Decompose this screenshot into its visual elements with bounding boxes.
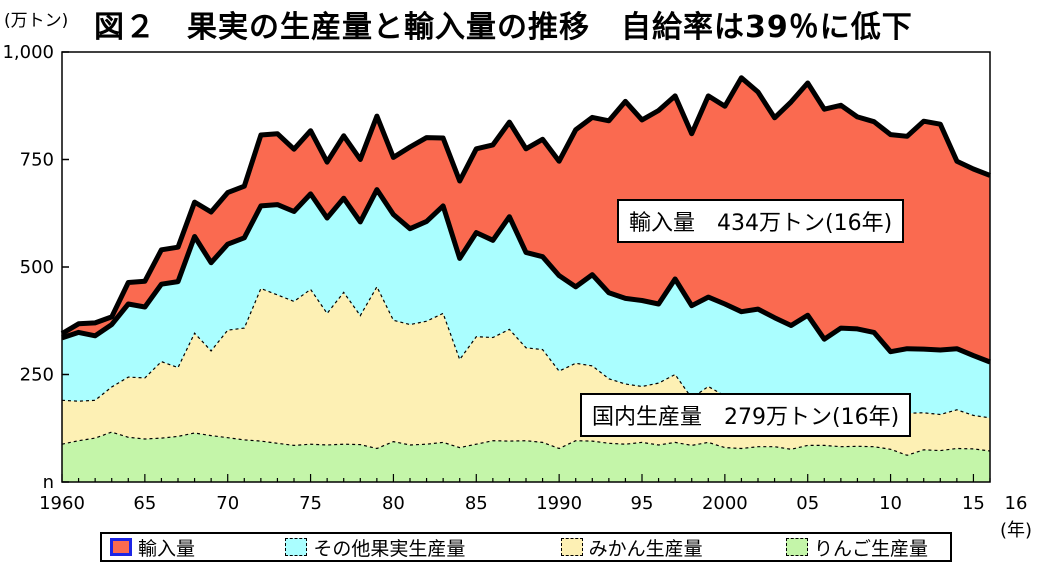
x-axis-unit-label: (年)	[1000, 520, 1032, 541]
boundary-apple-top	[61, 431, 991, 456]
series-boundaries	[60, 75, 991, 456]
legend-label-imports: 輸入量	[138, 537, 196, 560]
y-tick-label: 250	[20, 365, 54, 386]
y-tick-label: 1,000	[2, 42, 54, 63]
legend-item-mikan: みかん生産量	[560, 534, 756, 561]
legend-item-apple: りんご生産量	[785, 534, 928, 561]
x-tick-label: 70	[216, 493, 239, 514]
domestic-callout: 国内生産量 279万トン(16年)	[580, 393, 912, 437]
chart-title: 図２ 果実の生産量と輸入量の推移 自給率は39％に低下	[94, 10, 913, 45]
x-tick-label: 1960	[39, 493, 85, 514]
y-tick-label: 500	[20, 257, 54, 278]
x-tick-label: 15	[962, 493, 985, 514]
area-apple	[62, 432, 990, 482]
x-tick-label: 85	[465, 493, 488, 514]
x-tick-label: 80	[382, 493, 405, 514]
x-tick-label: 75	[299, 493, 322, 514]
y-axis-unit-label: (万トン)	[4, 11, 69, 31]
imports-callout: 輸入量 434万トン(16年)	[617, 199, 905, 243]
x-axis-ticks: 1960 65 70 75 80 85 1990 95 2000 05 10 15 16 (年)	[39, 474, 1032, 541]
legend-swatch-other-fruit	[285, 538, 308, 556]
boundary-domestic-total	[61, 187, 991, 365]
boundary-mikan-top	[61, 285, 991, 419]
legend-swatch-mikan	[560, 538, 583, 556]
legend-swatch-apple	[785, 538, 808, 556]
boundary-total-supply	[60, 75, 991, 336]
legend-label-mikan: みかん生産量	[588, 537, 703, 560]
x-tick-label: 2000	[702, 493, 748, 514]
x-tick-label: 65	[133, 493, 156, 514]
y-axis-ticks: n 250 500 750 1,000	[2, 42, 69, 493]
x-tick-label: 10	[879, 493, 902, 514]
legend-label-other-fruit: その他果実生産量	[313, 537, 466, 560]
area-imports	[62, 77, 990, 363]
x-tick-label: 1990	[536, 493, 582, 514]
legend-swatch-imports	[110, 538, 132, 556]
x-tick-label: 95	[631, 493, 654, 514]
area-other-fruit	[62, 189, 990, 418]
y-tick-label: 750	[20, 150, 54, 171]
y-tick-label: n	[43, 472, 54, 493]
legend-item-imports: 輸入量	[110, 534, 255, 561]
legend-label-apple: りんご生産量	[813, 537, 928, 560]
legend: 輸入量 その他果実生産量 みかん生産量 りんご生産量	[100, 532, 952, 562]
x-tick-label: 05	[796, 493, 819, 514]
legend-item-other-fruit: その他果実生産量	[285, 534, 530, 561]
x-tick-label: 16	[1005, 493, 1028, 514]
